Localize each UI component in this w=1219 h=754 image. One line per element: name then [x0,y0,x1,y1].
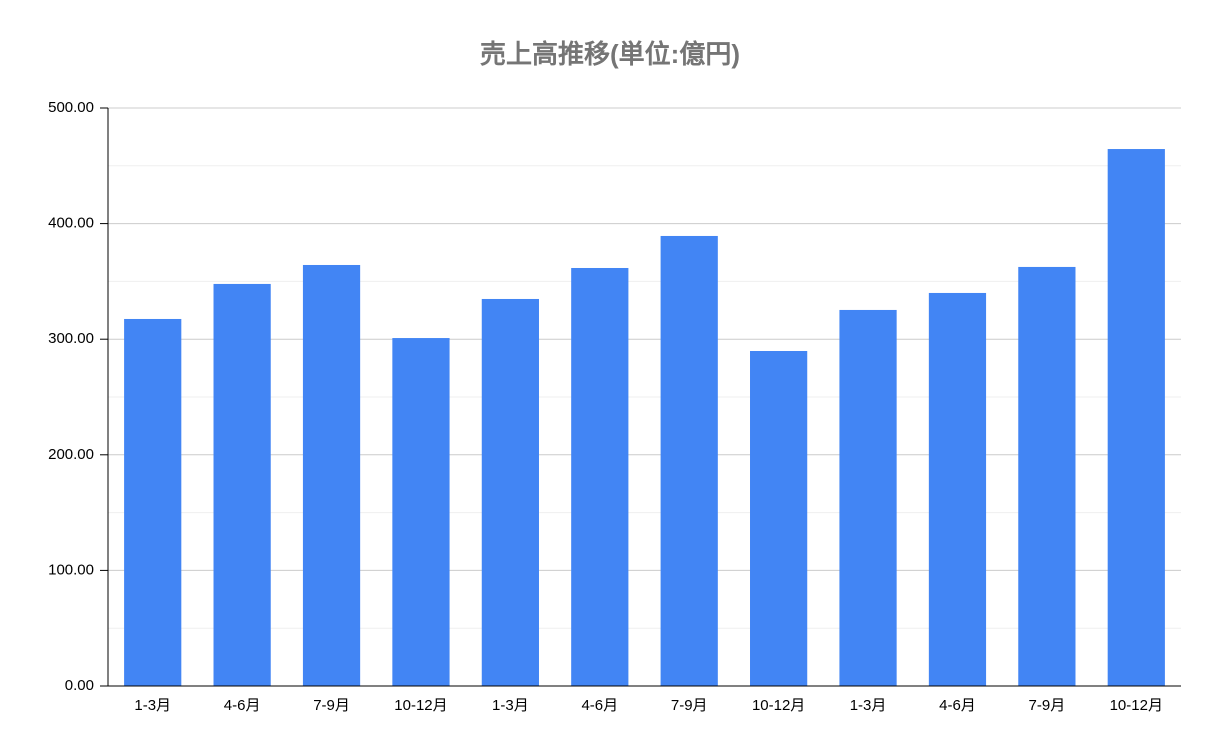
bar [750,350,808,686]
bar [481,298,539,686]
bar [839,309,897,686]
bar [392,338,450,686]
y-tick-label: 300.00 [48,330,94,347]
x-tick-label: 10-12月 [1110,697,1163,714]
y-tick-label: 200.00 [48,446,94,463]
bar [571,267,629,686]
x-tick-label: 4-6月 [224,697,261,714]
bar [213,283,271,686]
x-tick-label: 7-9月 [1029,697,1066,714]
bar [928,292,987,686]
bar [660,235,718,687]
bar [1018,266,1076,686]
x-tick-label: 4-6月 [939,697,976,714]
x-tick-label: 7-9月 [313,697,350,714]
x-tick-label: 4-6月 [581,697,618,714]
x-tick-label: 10-12月 [394,697,447,714]
chart-title: 売上高推移(単位:億円) [480,39,740,69]
x-tick-label: 1-3月 [850,697,887,714]
y-tick-label: 100.00 [48,561,94,578]
y-tick-label: 0.00 [65,677,94,694]
bar [1107,149,1165,687]
y-tick-label: 400.00 [48,215,94,232]
bar [302,264,361,686]
x-tick-label: 1-3月 [492,697,529,714]
bar [124,318,182,686]
x-tick-label: 10-12月 [752,697,805,714]
x-tick-label: 7-9月 [671,697,708,714]
x-tick-label: 1-3月 [134,697,171,714]
y-tick-label: 500.00 [48,99,94,116]
